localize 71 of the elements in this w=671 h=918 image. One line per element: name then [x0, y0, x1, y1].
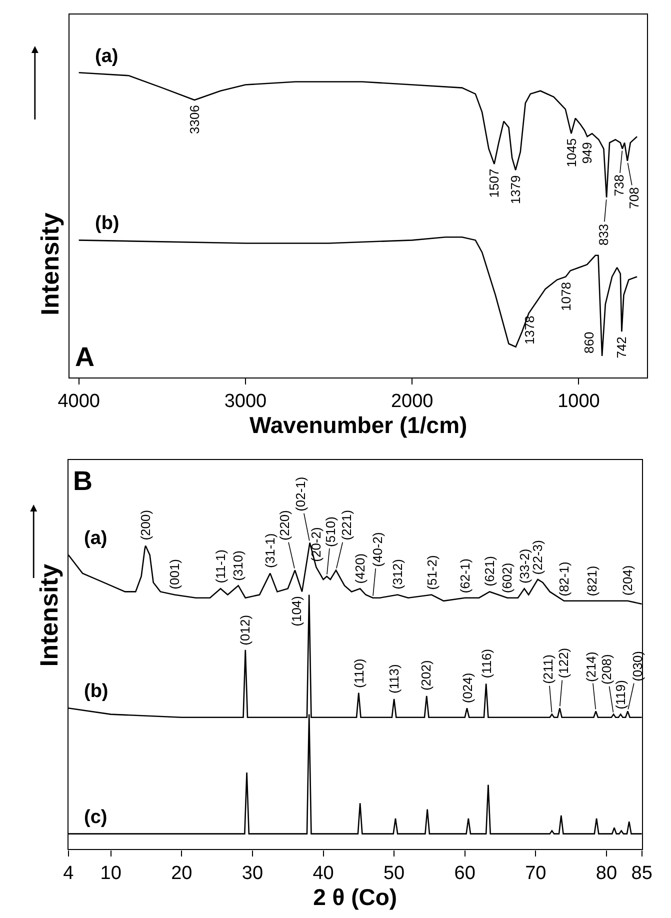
annotation: (113)	[386, 664, 402, 694]
annotation: (20-2)	[308, 527, 324, 562]
annotation: (602)	[500, 562, 514, 594]
x-tick-label: 1000	[558, 391, 600, 412]
x-tick-label: 60	[454, 863, 476, 884]
series-label: (c)	[84, 807, 108, 828]
annotation: 708	[626, 187, 642, 209]
series-label: (a)	[84, 528, 108, 549]
annotation: 1378	[522, 316, 537, 345]
annotation: (510)	[323, 516, 338, 547]
x-tick-label: 70	[525, 863, 546, 884]
annotation: (116)	[478, 648, 494, 678]
series-label: (a)	[95, 46, 118, 67]
annotation: (40-2)	[370, 532, 385, 567]
series-label: (b)	[84, 681, 108, 702]
annotation: (202)	[418, 660, 434, 691]
annotation: (312)	[390, 559, 405, 590]
annotation: (012)	[237, 614, 252, 646]
annotation: 833	[596, 224, 612, 246]
y-axis-title: Intensity	[36, 564, 64, 667]
annotation: (024)	[460, 672, 475, 704]
annotation: (11-1)	[212, 550, 228, 584]
x-axis-title: 2 θ (Co)	[313, 884, 398, 910]
annotation: (310)	[230, 550, 246, 581]
annotation: (110)	[351, 658, 366, 688]
annotation: (200)	[138, 510, 153, 540]
x-tick-label: 3000	[224, 391, 267, 412]
annotation: 1045	[564, 138, 580, 168]
annotation: (214)	[584, 652, 599, 682]
annotation: (82-1)	[556, 562, 572, 596]
annotation: (02-1)	[292, 476, 308, 512]
x-tick-label: 20	[171, 863, 192, 884]
annotation: 1078	[558, 282, 574, 311]
x-tick-label: 4	[63, 863, 74, 884]
x-tick-label: 2000	[390, 391, 434, 412]
annotation: 949	[580, 142, 595, 164]
annotation: (420)	[352, 553, 368, 584]
x-tick-label: 30	[242, 863, 264, 884]
annotation: (208)	[598, 654, 614, 684]
annotation: (33-2)	[517, 548, 532, 584]
annotation: 1379	[508, 175, 523, 204]
annotation: (221)	[338, 510, 354, 540]
y-axis-title: Intensity	[36, 212, 64, 316]
annotation: (030)	[630, 650, 645, 682]
annotation: (220)	[276, 510, 292, 540]
annotation: 742	[614, 336, 630, 358]
annotation: 738	[611, 174, 626, 196]
annotation: 3306	[186, 105, 202, 134]
annotation: (51-2)	[424, 555, 440, 590]
annotation: (001)	[166, 558, 182, 590]
annotation: 860	[582, 332, 597, 354]
annotation: (821)	[584, 566, 600, 596]
x-tick-label: 4000	[58, 391, 100, 412]
annotation: 1507	[486, 168, 502, 198]
text: B	[73, 466, 92, 496]
x-tick-label: 10	[100, 863, 122, 884]
x-tick-label: 50	[383, 863, 405, 884]
annotation: (104)	[288, 596, 304, 626]
annotation: (621)	[482, 556, 497, 586]
x-tick-label: 85	[631, 863, 652, 884]
annotation: (211)	[540, 654, 556, 684]
annotation: (62-1)	[458, 558, 473, 594]
annotation: A	[75, 342, 94, 372]
annotation: (204)	[620, 565, 635, 596]
annotation: (31-1)	[262, 533, 278, 568]
series-label: (b)	[95, 213, 120, 234]
annotation: (122)	[556, 648, 571, 678]
x-tick-label: 80	[596, 863, 618, 884]
annotation: (119)	[612, 680, 628, 710]
x-axis-title: Wavenumber (1/cm)	[250, 412, 468, 438]
x-tick-label: 40	[312, 863, 334, 884]
